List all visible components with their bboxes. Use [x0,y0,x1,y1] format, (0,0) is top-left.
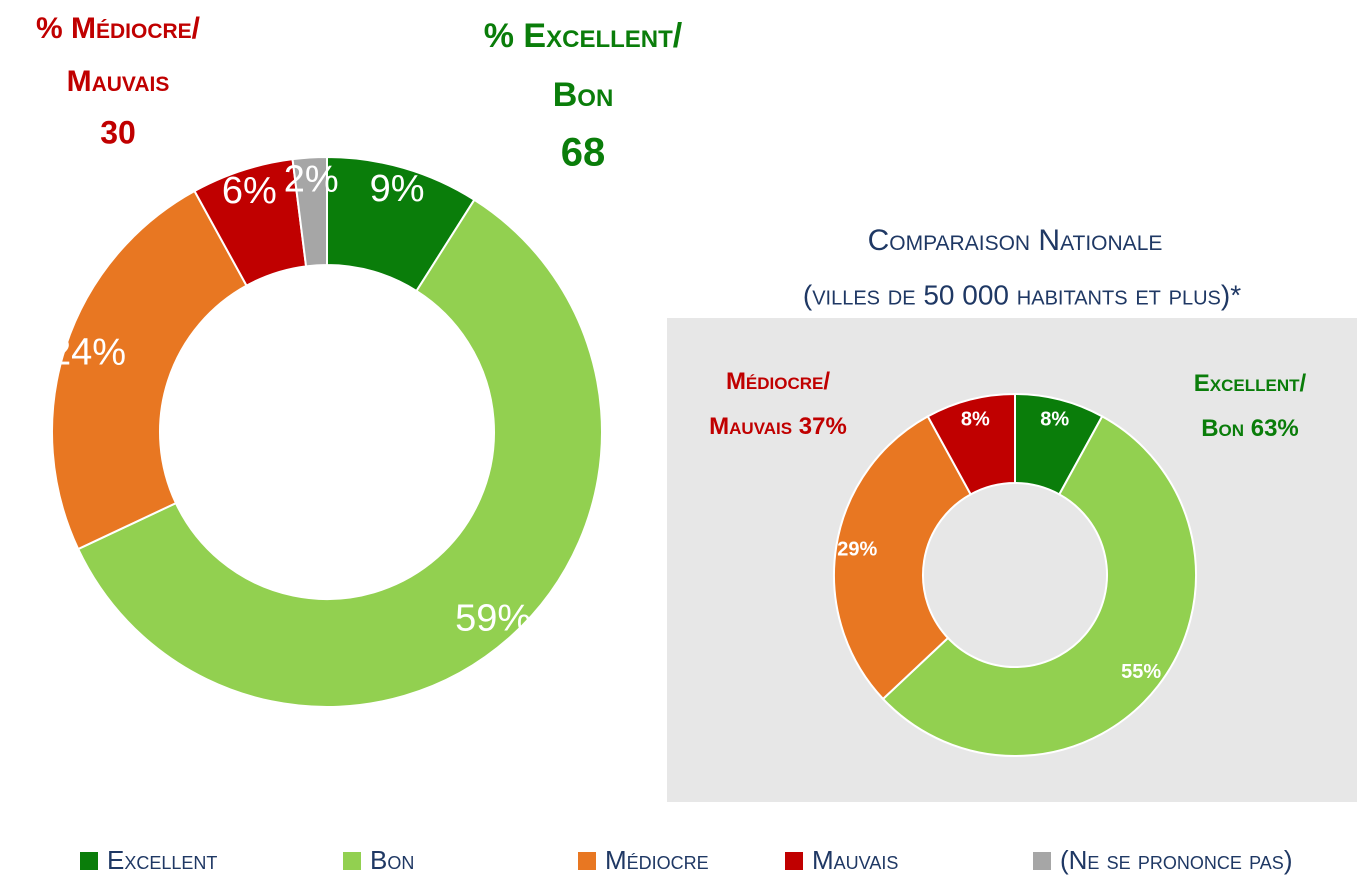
donut-segment [51,189,248,551]
legend-label: Médiocre [605,845,709,875]
annotation-line: Bon 63% [1201,415,1299,442]
annotation-line: % Médiocre/ [36,12,201,45]
comparison-subtitle: (villes de 50 000 habitants et plus)* [803,279,1241,310]
annotation-text: Mauvais [709,413,792,440]
donut-segment [881,415,1197,757]
annotation-text: % Médiocre/ [36,12,201,45]
segment-label: 29% [837,538,877,560]
annotation-value: 63% [1251,415,1299,442]
annotation-text: % Excellent/ [484,17,683,55]
annotation-value: 30 [100,114,136,150]
legend-swatch [578,852,596,870]
annotation-value: 68 [561,131,606,175]
segment-label: 9% [370,168,425,210]
annotation-text: Bon [1201,415,1244,442]
comparison-title: Comparaison Nationale [868,224,1163,257]
donut-segment [926,392,1016,496]
annotation-text: Bon [553,76,614,114]
segment-label: 6% [222,170,277,212]
segment-label: 2% [284,158,339,200]
legend-swatch [80,852,98,870]
annotation-text: Médiocre/ [726,368,830,395]
legend-label: (Ne se prononce pas) [1060,845,1292,875]
annotation-line: Mauvais 37% [709,413,847,440]
annotation-line: Médiocre/ [726,368,830,395]
annotation-line: Excellent/ [1194,370,1307,397]
legend-label: Mauvais [812,845,898,875]
segment-label: 8% [1040,409,1069,431]
donut-segment [291,155,328,268]
legend-swatch [785,852,803,870]
annotation-line: Bon [553,76,614,114]
segment-label: 55% [1121,661,1161,683]
segment-label: 24% [50,331,126,373]
annotation-text: Mauvais [67,65,170,98]
donut-segment [76,198,603,708]
annotation-value: 37% [799,413,847,440]
donut-segment [833,415,973,701]
legend-label: Bon [370,845,414,875]
segment-label: 59% [455,597,531,639]
annotation-line: % Excellent/ [484,17,683,55]
legend-label: Excellent [107,845,217,875]
legend-swatch [343,852,361,870]
annotation-text: Excellent/ [1194,370,1307,397]
legend-swatch [1033,852,1051,870]
annotation-line: Mauvais [67,65,170,98]
segment-label: 8% [961,409,990,431]
